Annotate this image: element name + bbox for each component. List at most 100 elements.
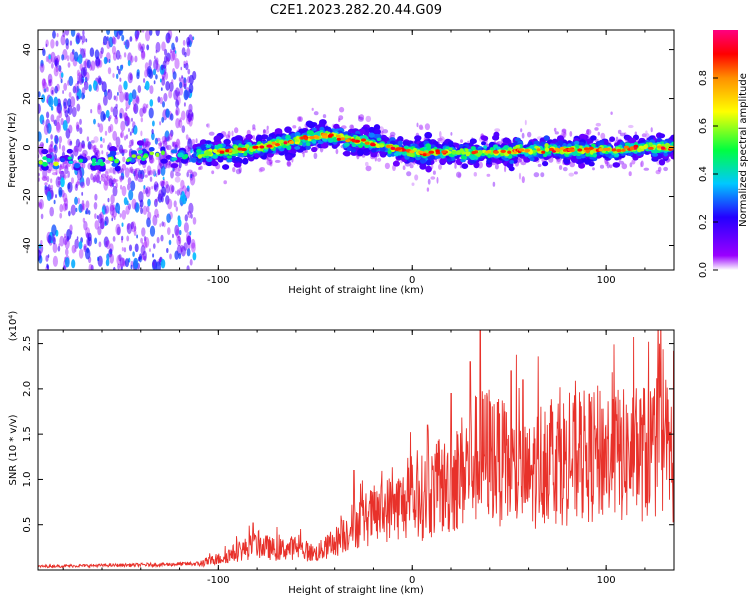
heatmap-ridge-cell (114, 159, 119, 164)
snr-ticks: -100 0 100 0.5 1.0 1.5 2.0 2.5 (22, 330, 674, 586)
heatmap-ridge-cell (392, 160, 400, 167)
heatmap-peak-cell (577, 148, 583, 152)
heatmap-noise-cell (118, 68, 121, 75)
heatmap-noise-cell (154, 137, 158, 145)
heatmap-noise-cell (48, 96, 54, 108)
heatmap-noise-cell (134, 243, 139, 253)
heatmap-noise-cell (181, 125, 186, 133)
heatmap-halo-cell (67, 138, 72, 146)
heatmap-halo-cell (48, 148, 53, 153)
heatmap-noise-cell (59, 163, 62, 168)
heatmap-noise-cell (146, 44, 150, 51)
heatmap-ridge-cell (343, 135, 350, 139)
heatmap-noise-cell (113, 95, 116, 101)
heatmap-halo-cell (152, 169, 156, 177)
heatmap-noise-cell (178, 119, 183, 128)
heatmap-halo-cell (144, 141, 151, 148)
heatmap-noise-cell (142, 106, 146, 114)
heatmap-noise-cell (96, 150, 101, 158)
heatmap-halo-cell (268, 159, 273, 165)
heatmap-noise-cell (103, 180, 109, 191)
heatmap-noise-cell (162, 101, 165, 108)
heatmap-noise-cell (60, 34, 66, 46)
heatmap-noise-cell (190, 213, 193, 219)
heatmap-ridge-cell (469, 155, 476, 161)
heatmap-noise-cell (126, 116, 131, 126)
heatmap-halo-cell (605, 159, 609, 167)
heatmap-halo-cell (234, 127, 239, 134)
heatmap-noise-cell (50, 184, 54, 190)
heatmap-noise-cell (145, 187, 149, 195)
heatmap-halo-cell (641, 133, 647, 138)
heatmap-noise-cell (78, 241, 83, 250)
heatmap-noise-cell (104, 216, 109, 226)
snr-panel: -100 0 100 0.5 1.0 1.5 2.0 2.5 Height of straig… (8, 311, 675, 596)
heatmap-noise-cell (76, 85, 79, 92)
heatmap-noise-cell (67, 104, 73, 115)
heatmap-noise-cell (59, 235, 65, 247)
heatmap-noise-cell (63, 173, 67, 181)
y-tick-label: 0 (22, 144, 33, 150)
heatmap-noise-cell (111, 179, 114, 185)
heatmap-ridge-cell (160, 150, 165, 156)
heatmap-noise-cell (98, 213, 103, 224)
heatmap-noise-cell (112, 37, 117, 45)
heatmap-noise-cell (140, 46, 144, 53)
heatmap-halo-cell (631, 159, 636, 165)
heatmap-peak-cell (335, 134, 341, 138)
heatmap-halo-cell (69, 140, 73, 146)
heatmap-ridge-cell (419, 163, 427, 170)
heatmap-noise-cell (60, 177, 65, 188)
heatmap-noise-cell (120, 184, 123, 190)
heatmap-ridge-cell (397, 140, 403, 146)
heatmap-halo-cell (416, 122, 419, 128)
heatmap-halo-cell (569, 131, 573, 137)
spectrogram-heatmap (38, 30, 674, 270)
heatmap-halo-cell (82, 149, 88, 157)
heatmap-noise-cell (157, 213, 160, 218)
heatmap-noise-cell (175, 106, 180, 116)
colorbar-tick-label: 0.4 (698, 166, 709, 182)
heatmap-halo-cell (149, 170, 153, 176)
heatmap-noise-cell (70, 204, 76, 216)
heatmap-noise-cell (175, 228, 180, 239)
x-tick-label: 100 (597, 575, 616, 586)
heatmap-noise-cell (98, 123, 104, 133)
heatmap-halo-cell (93, 147, 99, 154)
heatmap-halo-cell (99, 144, 103, 149)
heatmap-halo-cell (406, 171, 412, 177)
heatmap-ridge-cell (42, 156, 48, 161)
heatmap-noise-cell (170, 129, 174, 137)
heatmap-noise-cell (135, 33, 139, 41)
heatmap-halo-cell (313, 152, 318, 159)
heatmap-noise-cell (103, 56, 108, 65)
spectrogram-panel: -100 0 100 -40 -20 0 20 40 Height of straight l… (7, 29, 675, 296)
heatmap-noise-cell (183, 60, 186, 66)
heatmap-halo-cell (57, 176, 61, 181)
heatmap-noise-cell (142, 205, 148, 215)
heatmap-ridge-cell (278, 139, 284, 144)
heatmap-halo-cell (206, 123, 209, 127)
heatmap-halo-cell (486, 173, 491, 177)
heatmap-halo-cell (427, 178, 431, 185)
heatmap-ridge-cell (343, 150, 351, 157)
heatmap-ridge-cell (459, 149, 465, 153)
heatmap-halo-cell (129, 151, 132, 158)
heatmap-noise-cell (38, 249, 42, 261)
heatmap-noise-cell (90, 173, 94, 181)
heatmap-ridge-cell (578, 162, 586, 169)
heatmap-noise-cell (83, 52, 86, 58)
heatmap-noise-cell (42, 119, 45, 126)
heatmap-noise-cell (47, 73, 53, 84)
heatmap-halo-cell (155, 173, 158, 178)
heatmap-ridge-cell (407, 157, 415, 163)
heatmap-noise-cell (121, 247, 124, 252)
heatmap-ridge-cell (574, 140, 580, 145)
heatmap-noise-cell (163, 221, 166, 228)
heatmap-peak-cell (266, 144, 273, 148)
heatmap-noise-cell (152, 253, 155, 258)
heatmap-noise-cell (93, 118, 96, 125)
heatmap-noise-cell (81, 34, 86, 44)
heatmap-halo-cell (42, 176, 48, 181)
heatmap-noise-cell (187, 76, 191, 84)
